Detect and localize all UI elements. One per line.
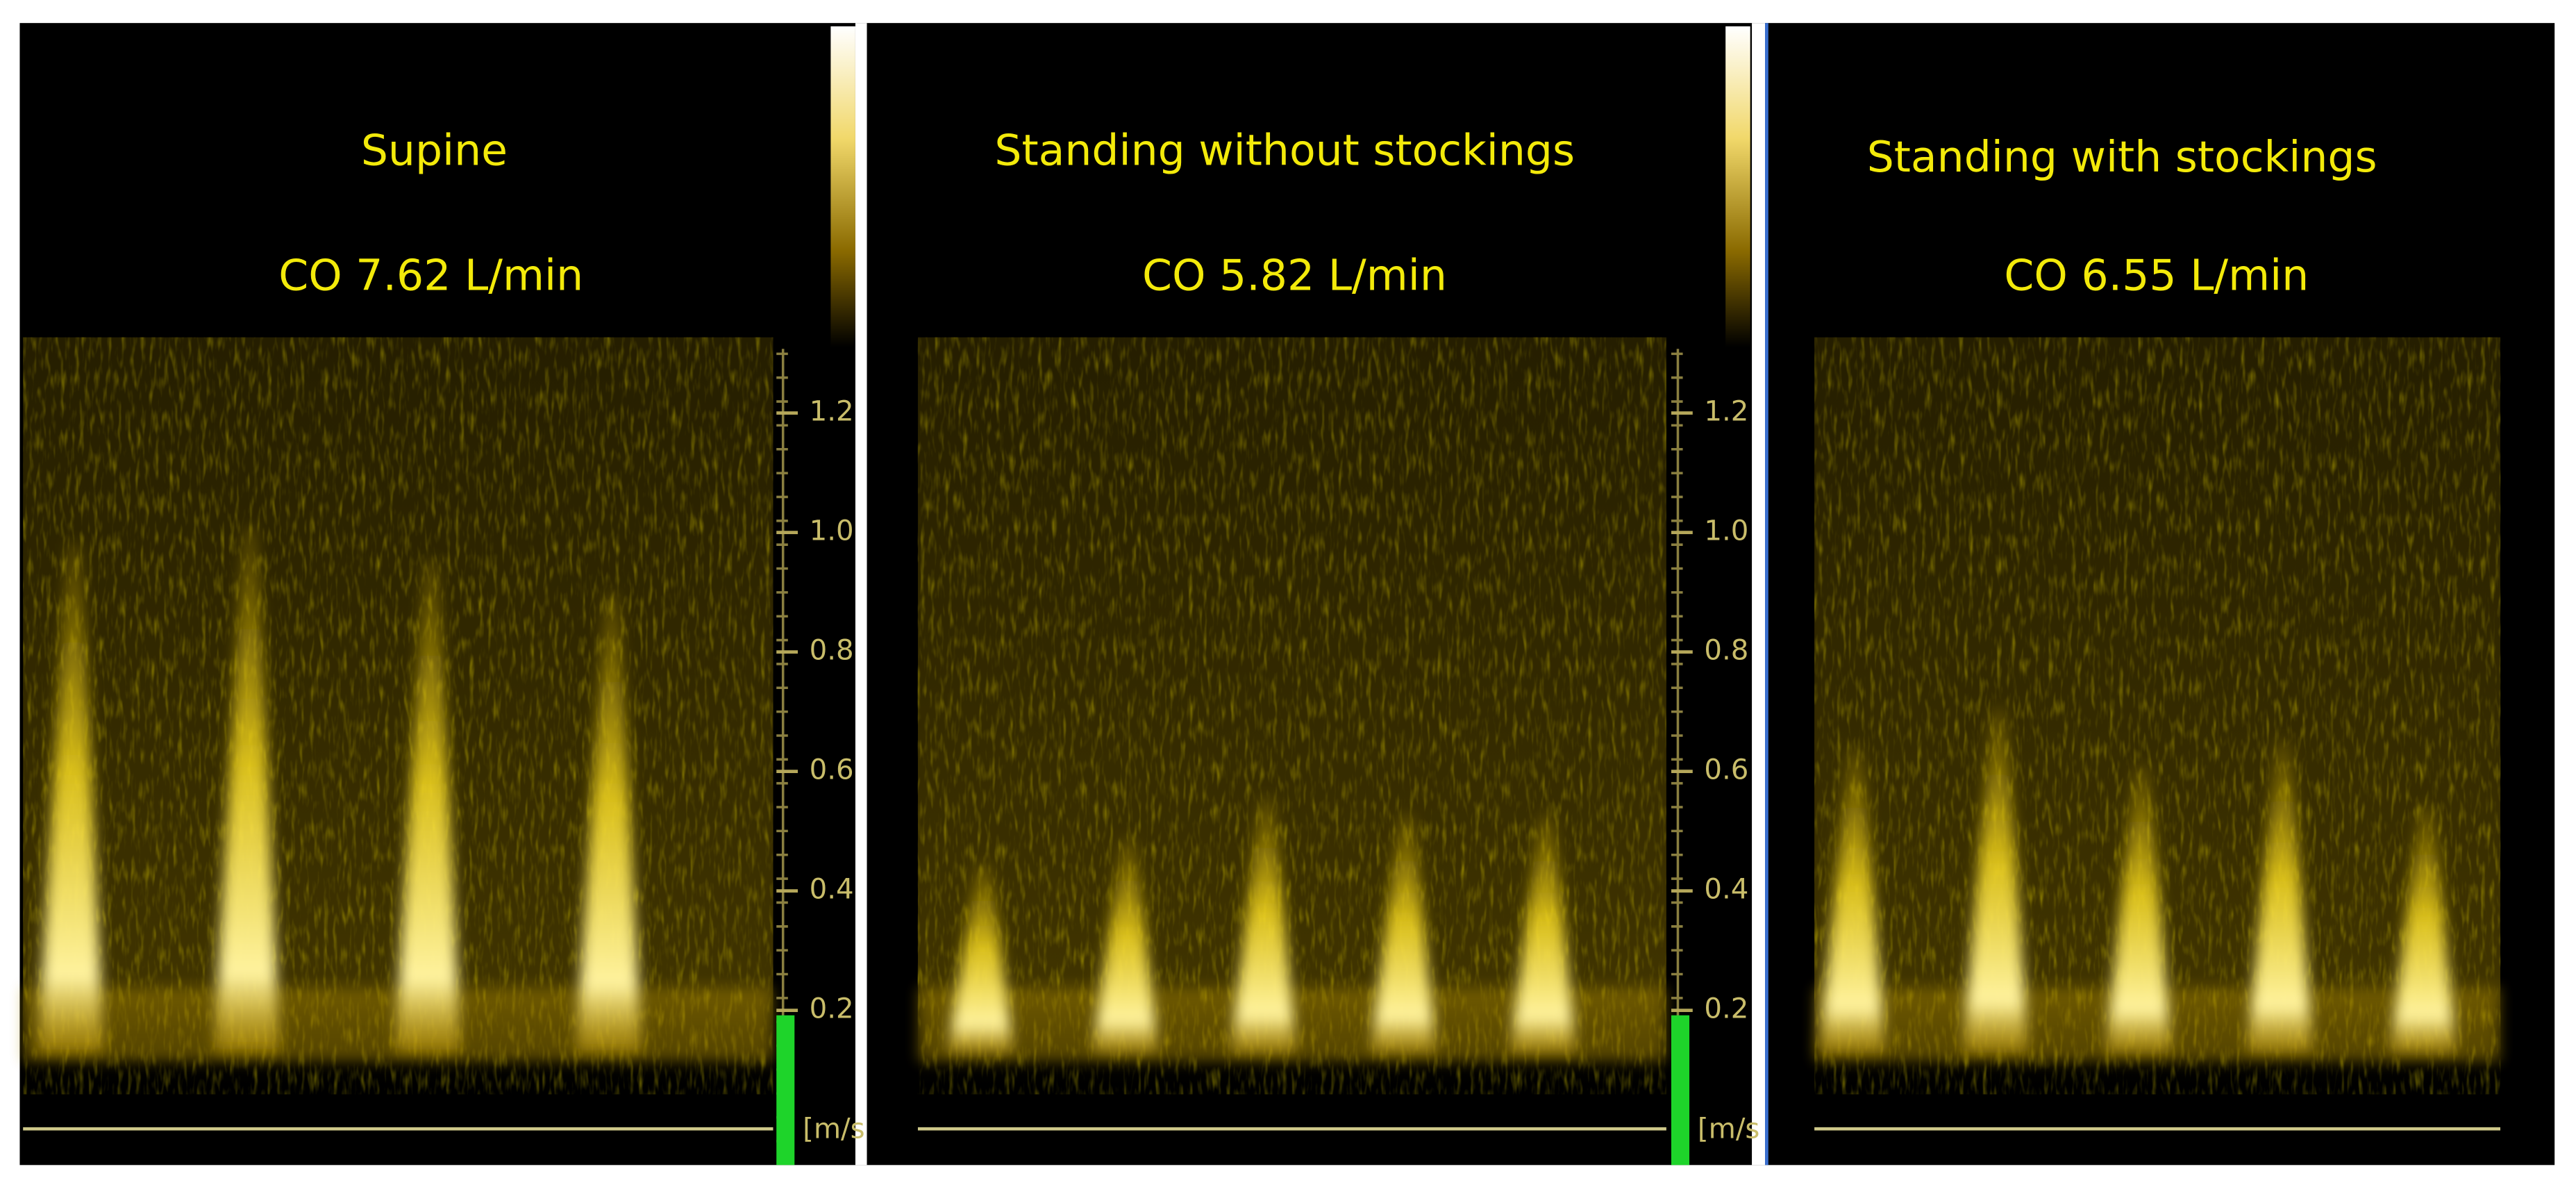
scale-unit: [m/s [803,1113,864,1145]
spectrogram [917,337,1666,1095]
panel-title: Standing with stockings [1867,132,2377,182]
scale-label: 0.8 [810,635,854,667]
cardiac-output: CO 7.62 L/min [278,250,583,300]
cardiac-output: CO 6.55 L/min [2004,250,2309,300]
waveform [2247,740,2313,1054]
scale-label: 0.2 [1704,993,1748,1025]
waveform [947,863,1014,1054]
divider [1752,23,1766,1166]
waveform [37,542,104,1054]
waveform [576,592,642,1054]
waveform [1230,798,1296,1054]
waveform [2390,806,2457,1054]
waveform [1370,814,1437,1054]
scale-label: 0.4 [1704,874,1748,906]
waveform [1819,748,1885,1054]
color-bar [830,26,855,347]
waveform [1509,814,1576,1054]
panel-title: Standing without stockings [994,125,1575,175]
scale-label: 1.2 [1704,396,1748,428]
spectrum-noise [23,337,773,1095]
waveform [1962,707,2029,1054]
waveform [1092,839,1158,1054]
waveform [213,526,280,1054]
waveform [394,559,461,1054]
scale-label: 1.0 [1704,515,1748,547]
scale-label: 0.8 [1704,635,1748,667]
scale-label: 0.6 [810,754,854,786]
panel-title: Supine [361,125,508,175]
spectrogram [23,337,773,1095]
scale-label: 1.2 [810,396,854,428]
scale-label: 0.6 [1704,754,1748,786]
spectrogram [1814,337,2501,1095]
scale-label: 1.0 [810,515,854,547]
level-bar [1671,1015,1690,1166]
scale-label: 0.4 [810,874,854,906]
cardiac-output: CO 5.82 L/min [1142,250,1447,300]
divider [855,23,867,1166]
scale-unit: [m/s [1698,1113,1759,1145]
divider [1765,23,1768,1166]
scale-label: 0.2 [810,993,854,1025]
level-bar [776,1015,795,1166]
waveform [2105,765,2172,1054]
color-bar [1725,26,1750,347]
